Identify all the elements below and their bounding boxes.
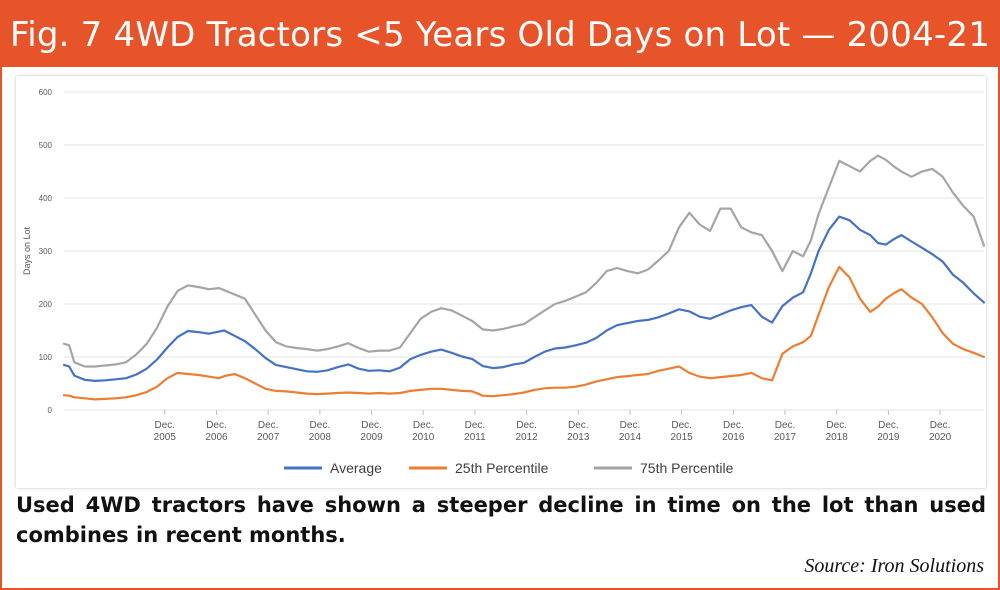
x-tick-label-2018-month: Dec. (826, 420, 847, 431)
y-tick-label-400: 400 (39, 194, 53, 203)
x-tick-label-2013-month: Dec. (568, 420, 589, 431)
y-tick-label-600: 600 (39, 88, 53, 97)
y-tick-label-200: 200 (39, 300, 53, 309)
series-line-average (62, 215, 986, 382)
chart-panel: 0 100 200 300 400 500 600 Days on Lot Dec. 2005 De… (16, 76, 986, 488)
legend-label-average: Average (330, 460, 382, 476)
x-tick-label-2017-year: 2017 (774, 432, 797, 443)
x-tick-label-2017-month: Dec. (775, 420, 796, 431)
x-tick-label-2011-year: 2011 (464, 432, 486, 443)
x-tick-label-2005-month: Dec. (155, 420, 176, 431)
x-tick-label-2016-year: 2016 (722, 432, 745, 443)
y-tick-label-100: 100 (39, 353, 53, 362)
x-tick-label-2008-year: 2008 (309, 432, 332, 443)
x-tick-label-2011-month: Dec. (465, 420, 486, 431)
x-tick-label-2009-month: Dec. (361, 420, 382, 431)
source-credit: Source: Iron Solutions (804, 555, 984, 577)
x-tick-label-2019-year: 2019 (877, 432, 900, 443)
x-tick-label-2014-year: 2014 (619, 432, 642, 443)
x-tick-label-2012-year: 2012 (515, 432, 538, 443)
x-tick-label-2016-month: Dec. (723, 420, 744, 431)
x-tick-label-2019-month: Dec. (878, 420, 899, 431)
x-tick-label-2008-month: Dec. (310, 420, 331, 431)
x-tick-label-2020-year: 2020 (929, 432, 952, 443)
y-tick-label-300: 300 (39, 247, 53, 256)
legend-label-25th-percentile: 25th Percentile (455, 460, 549, 476)
x-tick-label-2013-year: 2013 (567, 432, 590, 443)
x-tick-label-2015-year: 2015 (671, 432, 694, 443)
x-tick-label-2014-month: Dec. (620, 420, 641, 431)
x-tick-label-2007-month: Dec. (258, 420, 279, 431)
x-tick-label-2010-month: Dec. (413, 420, 434, 431)
y-axis-title: Days on Lot (22, 226, 32, 275)
figure-caption: Used 4WD tractors have shown a steeper d… (16, 493, 986, 547)
legend-label-75th-percentile: 75th Percentile (640, 460, 734, 476)
series-line-25th-percentile (62, 265, 986, 401)
x-tick-label-2015-month: Dec. (671, 420, 692, 431)
series-line-75th-percentile (62, 154, 986, 368)
x-tick-label-2009-year: 2009 (360, 432, 383, 443)
y-tick-label-0: 0 (48, 406, 53, 415)
x-tick-label-2010-year: 2010 (412, 432, 435, 443)
x-tick-label-2018-year: 2018 (826, 432, 849, 443)
figure-title: Fig. 7 4WD Tractors <5 Years Old Days on… (9, 14, 991, 55)
x-tick-label-2007-year: 2007 (257, 432, 280, 443)
x-tick-label-2012-month: Dec. (516, 420, 537, 431)
x-tick-label-2020-month: Dec. (930, 420, 951, 431)
y-tick-label-500: 500 (39, 141, 53, 150)
title-banner: Fig. 7 4WD Tractors <5 Years Old Days on… (2, 2, 998, 67)
x-tick-label-2006-year: 2006 (205, 432, 228, 443)
x-tick-label-2005-year: 2005 (154, 432, 177, 443)
x-tick-label-2006-month: Dec. (206, 420, 227, 431)
